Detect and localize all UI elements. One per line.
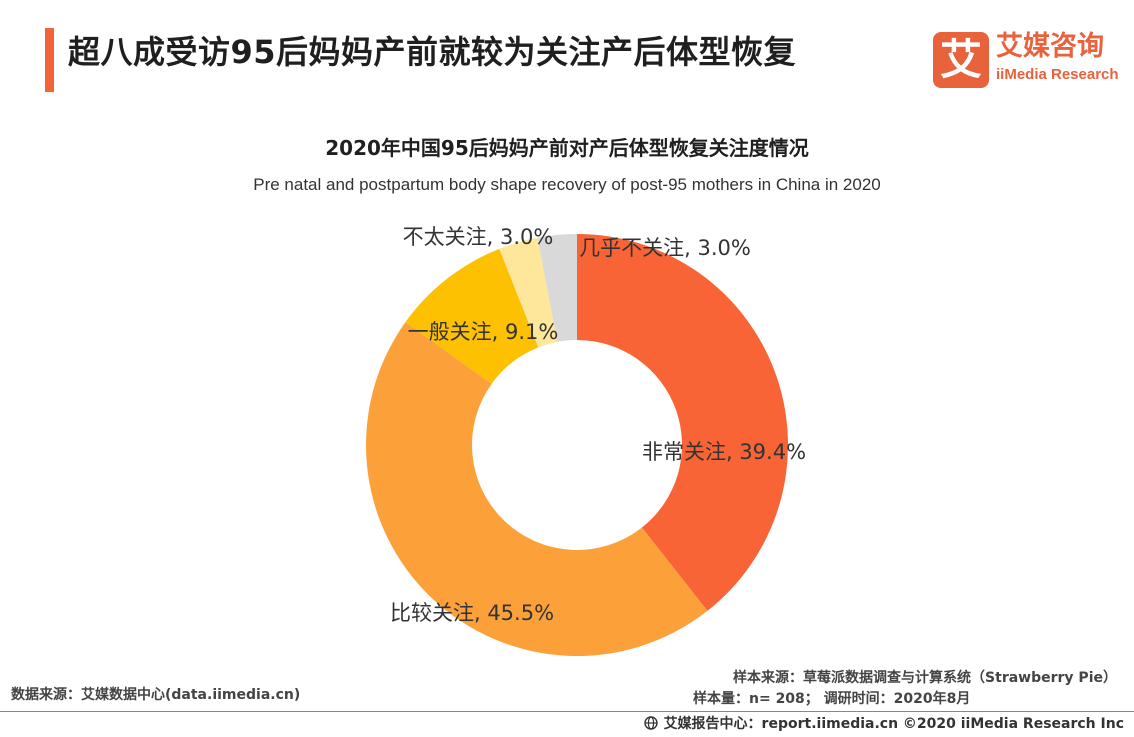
donut-slice-2 (365, 322, 708, 657)
logo-mark-icon: 艾 (933, 32, 989, 88)
copyright-text: 艾媒报告中心：report.iimedia.cn ©2020 iiMedia R… (663, 716, 1124, 732)
donut-slice-3 (405, 248, 539, 384)
donut-slice-4 (499, 237, 558, 348)
page-title: 超八成受访95后妈妈产前就较为关注产后体型恢复 (68, 33, 797, 71)
chart-subtitle: Pre natal and postpartum body shape reco… (253, 175, 881, 194)
slice-label-5: 几乎不关注, 3.0% (579, 236, 751, 260)
data-source: 数据来源：艾媒数据中心(data.iimedia.cn) (11, 687, 301, 703)
sample-size: 样本量：n= 208； 调研时间：2020年8月 (693, 691, 971, 707)
chart-title: 2020年中国95后妈妈产前对产后体型恢复关注度情况 (325, 136, 809, 160)
sample-source: 样本来源：草莓派数据调查与计算系统（Strawberry Pie） (733, 670, 1117, 686)
slice-label-1: 非常关注, 39.4% (642, 440, 806, 464)
globe-icon (643, 716, 658, 730)
logo-en-text: iiMedia Research (996, 66, 1119, 83)
title-accent-bar (45, 28, 54, 92)
donut-slice-1 (577, 234, 789, 611)
logo-cn-text: 艾媒咨询 (996, 31, 1104, 62)
footer-copyright: 艾媒报告中心：report.iimedia.cn ©2020 iiMedia R… (643, 713, 1124, 733)
footer-divider (0, 711, 1134, 712)
slice-label-3: 一般关注, 9.1% (408, 320, 559, 344)
slice-label-2: 比较关注, 45.5% (390, 601, 554, 625)
donut-slice-5 (537, 234, 577, 342)
iimedia-logo: 艾 艾媒咨询 iiMedia Research (933, 30, 1119, 90)
slice-label-4: 不太关注, 3.0% (403, 225, 554, 249)
